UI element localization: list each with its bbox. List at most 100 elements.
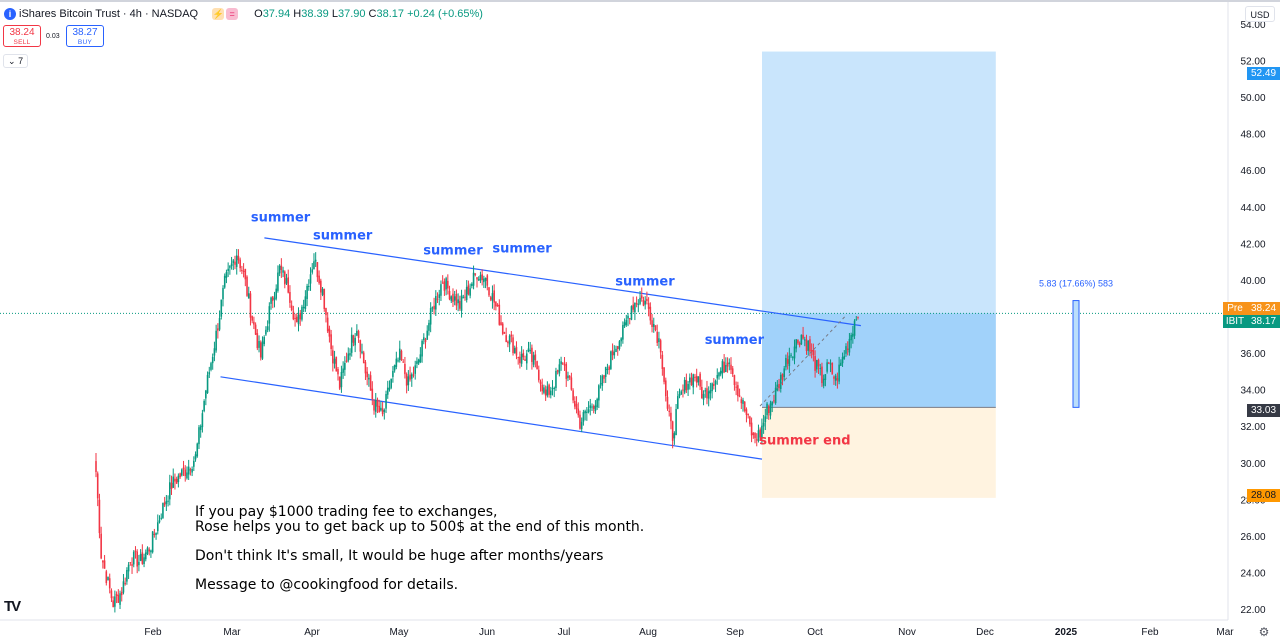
- candle-body: [138, 561, 140, 566]
- sell-price: 38.24: [9, 27, 35, 38]
- candle-body: [586, 411, 588, 413]
- candle-body: [778, 384, 780, 389]
- price-tick-label: 54.00: [1240, 20, 1265, 31]
- candle-body: [567, 375, 569, 379]
- candle-body: [676, 396, 679, 409]
- symbol-title[interactable]: iShares Bitcoin Trust · 4h · NASDAQ: [19, 8, 199, 20]
- candle-body: [733, 375, 736, 386]
- candle-body: [623, 322, 626, 327]
- price-tick-label: 24.00: [1240, 568, 1265, 579]
- candle-body: [270, 297, 272, 304]
- candle-body: [402, 361, 405, 363]
- candle-body: [435, 296, 437, 310]
- candle-body: [507, 341, 509, 344]
- info-badge-icon[interactable]: i: [4, 8, 16, 20]
- candle-body: [158, 520, 161, 523]
- buy-button[interactable]: 38.27 BUY: [66, 25, 104, 47]
- candle-body: [726, 362, 729, 367]
- candle-body: [266, 326, 269, 330]
- candle-body: [706, 388, 708, 399]
- candle-body: [625, 320, 628, 325]
- candle-body: [436, 298, 439, 300]
- candle-body: [630, 306, 633, 320]
- candle-body: [232, 260, 235, 264]
- candle-body: [743, 401, 746, 411]
- candle-body: [352, 335, 355, 343]
- candle-body: [580, 421, 583, 430]
- candle-body: [537, 369, 540, 381]
- candle-body: [388, 387, 391, 390]
- price-tick-label: 48.00: [1240, 130, 1265, 141]
- time-tick-label: Aug: [639, 627, 657, 638]
- candle-body: [213, 348, 216, 356]
- candle-body: [287, 277, 290, 293]
- price-tick-label: 46.00: [1240, 166, 1265, 177]
- channel-lower-line: [220, 376, 763, 460]
- tradingview-logo-icon[interactable]: TV: [4, 598, 21, 615]
- candle-body: [381, 408, 384, 415]
- candle-body: [96, 473, 99, 499]
- candle-body: [464, 296, 466, 298]
- candle-body: [165, 500, 168, 504]
- candle-body: [242, 270, 245, 272]
- candle-body: [256, 333, 259, 349]
- lightning-icon[interactable]: ⚡: [212, 8, 225, 20]
- time-tick-label: Feb: [144, 627, 162, 638]
- candle-body: [95, 461, 97, 473]
- candle-body: [857, 316, 859, 318]
- target-price-tag: 52.49: [1247, 67, 1280, 80]
- candle-body: [483, 278, 485, 283]
- price-tick-label: 40.00: [1240, 276, 1265, 287]
- candle-body: [598, 385, 600, 401]
- candle-body: [160, 517, 163, 519]
- candle-body: [505, 335, 507, 343]
- annotation-label: summer: [251, 210, 311, 225]
- time-tick-label: Jul: [558, 627, 571, 638]
- candle-body: [395, 358, 398, 367]
- candle-body: [689, 377, 691, 383]
- candle-body: [107, 576, 109, 581]
- candle-body: [798, 343, 801, 346]
- candle-body: [170, 482, 173, 489]
- candle-body: [304, 296, 307, 310]
- candle-body: [666, 396, 669, 409]
- candle-body: [424, 339, 427, 343]
- promo-line-1: If you pay $1000 trading fee to exchange…: [195, 504, 498, 520]
- candle-body: [599, 383, 602, 385]
- candle-body: [465, 286, 468, 300]
- candle-body: [404, 363, 406, 375]
- candle-body: [747, 414, 749, 416]
- candle-body: [356, 330, 358, 336]
- candle-body: [362, 352, 365, 364]
- candle-body: [656, 331, 659, 343]
- candle-body: [579, 414, 581, 429]
- candle-body: [632, 304, 634, 310]
- gear-icon[interactable]: ⚙: [1258, 625, 1270, 639]
- candle-body: [144, 552, 147, 560]
- candle-body: [498, 304, 501, 325]
- price-tick-label: 22.00: [1240, 605, 1265, 616]
- premarket-value: 38.24: [1250, 303, 1277, 314]
- currency-selector[interactable]: USD: [1245, 6, 1275, 22]
- candle-body: [326, 317, 329, 332]
- indicators-toggle[interactable]: ⌄ 7: [3, 54, 29, 68]
- candle-body: [543, 387, 545, 393]
- candle-body: [330, 334, 332, 349]
- candle-body: [721, 361, 724, 374]
- candle-body: [730, 364, 732, 370]
- candle-body: [297, 314, 300, 325]
- entry-zone: [762, 313, 996, 408]
- candle-body: [682, 389, 684, 391]
- candle-body: [699, 373, 701, 387]
- candle-body: [604, 367, 607, 378]
- equals-icon[interactable]: =: [226, 8, 239, 20]
- candle-body: [800, 334, 803, 345]
- candle-body: [108, 578, 111, 589]
- candle-body: [249, 293, 252, 318]
- candle-body: [508, 335, 511, 345]
- candle-body: [510, 334, 513, 337]
- candle-body: [277, 272, 279, 291]
- sell-button[interactable]: 38.24 SELL: [3, 25, 41, 47]
- candle-body: [702, 393, 705, 400]
- candle-body: [589, 405, 592, 409]
